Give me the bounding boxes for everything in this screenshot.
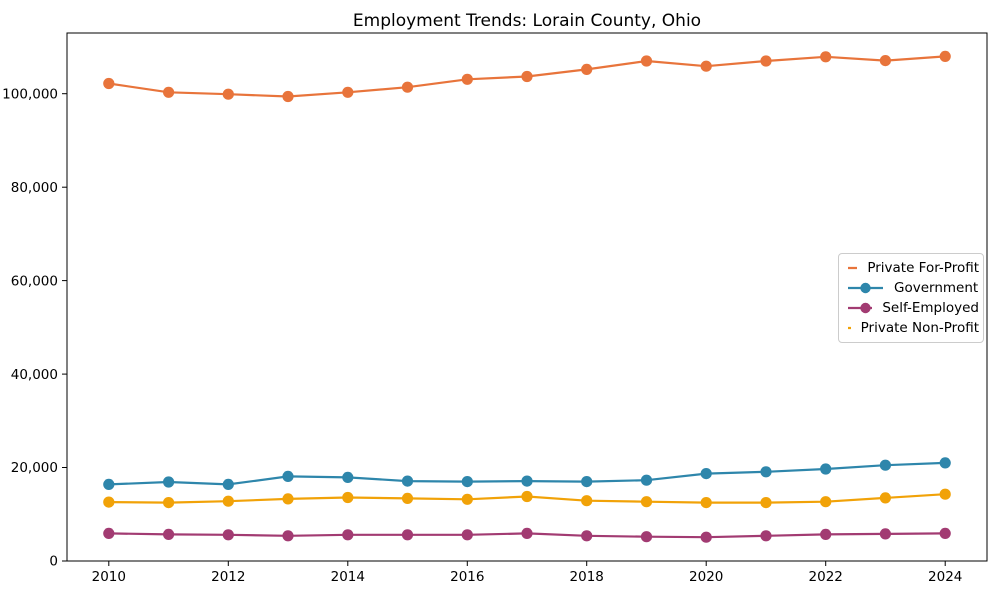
data-point-marker [163,86,175,98]
data-point-marker [222,495,234,507]
data-point-marker [342,471,354,483]
data-point-marker [282,90,294,103]
data-point-marker [939,50,951,63]
data-point-marker [879,492,892,504]
legend-item: Private For-Profit [847,258,979,278]
data-point-marker [640,55,653,67]
data-point-marker [461,73,473,85]
legend-marker-icon [848,266,858,270]
legend-marker-icon [848,282,883,294]
y-tick-label: 100,000 [2,86,58,102]
chart-title: Employment Trends: Lorain County, Ohio [352,11,702,31]
data-point-marker [521,490,533,503]
x-tick-label: 2018 [570,569,604,585]
x-tick-label: 2014 [331,569,365,585]
data-point-marker [342,86,354,98]
data-point-marker [760,55,772,67]
legend-label: Government [894,280,979,296]
data-point-marker [820,51,832,63]
data-point-marker [581,530,593,542]
y-tick-label: 80,000 [11,180,58,196]
legend-item: Government [847,278,979,298]
data-point-marker [820,496,832,508]
data-point-marker [461,529,473,541]
data-point-marker [461,476,473,488]
data-point-marker [222,88,234,100]
data-point-marker [939,488,951,500]
data-point-marker [401,529,414,541]
data-point-marker [700,468,712,480]
data-point-marker [700,60,712,72]
axes-frame [66,32,988,562]
x-tick-label: 2016 [450,569,484,585]
legend-marker-icon [848,302,873,314]
data-point-marker [401,492,414,504]
x-tick-label: 2024 [928,569,962,585]
x-tick-label: 2022 [809,569,843,585]
data-point-marker [879,55,892,67]
data-point-marker [163,476,175,488]
data-point-marker [401,81,414,93]
data-point-marker [700,531,712,543]
data-point-marker [581,495,593,507]
data-point-marker [103,527,115,540]
y-tick-label: 60,000 [11,273,58,289]
data-point-marker [103,77,115,90]
data-point-marker [760,530,772,542]
data-point-marker [939,457,951,469]
legend: Private For-Profit Government Self-Employe… [838,253,984,343]
x-tick-label: 2012 [211,569,245,585]
data-point-marker [342,529,354,541]
data-point-marker [640,531,653,543]
data-point-marker [939,527,951,540]
data-point-marker [461,493,473,505]
data-point-marker [282,530,294,542]
data-point-marker [760,497,772,509]
data-point-marker [163,528,175,541]
data-point-marker [342,491,354,504]
legend-label: Private Non-Profit [860,320,979,336]
legend-label: Self-Employed [882,300,979,316]
data-point-marker [640,496,653,508]
data-point-marker [521,475,533,487]
y-tick-label: 0 [49,554,58,570]
data-point-marker [103,478,115,490]
data-point-marker [879,459,892,471]
data-point-marker [760,466,772,478]
x-tick-label: 2010 [92,569,126,585]
data-point-marker [820,528,832,541]
data-point-marker [103,496,115,508]
data-point-marker [282,470,294,482]
legend-marker-icon [848,326,851,330]
legend-item: Private Non-Profit [847,318,979,338]
data-point-marker [700,497,712,509]
legend-label: Private For-Profit [867,260,979,276]
data-point-marker [521,70,533,83]
data-point-marker [521,527,533,540]
data-point-marker [820,463,832,475]
data-point-marker [282,493,294,505]
data-point-marker [401,475,414,487]
data-point-marker [163,497,175,509]
data-point-marker [879,528,892,540]
data-point-marker [222,478,234,490]
data-point-marker [222,529,234,541]
data-point-marker [640,474,653,486]
data-point-marker [581,476,593,488]
y-tick-label: 40,000 [11,367,58,383]
legend-item: Self-Employed [847,298,979,318]
data-point-marker [581,63,593,75]
y-tick-label: 20,000 [11,460,58,476]
x-tick-label: 2020 [689,569,723,585]
